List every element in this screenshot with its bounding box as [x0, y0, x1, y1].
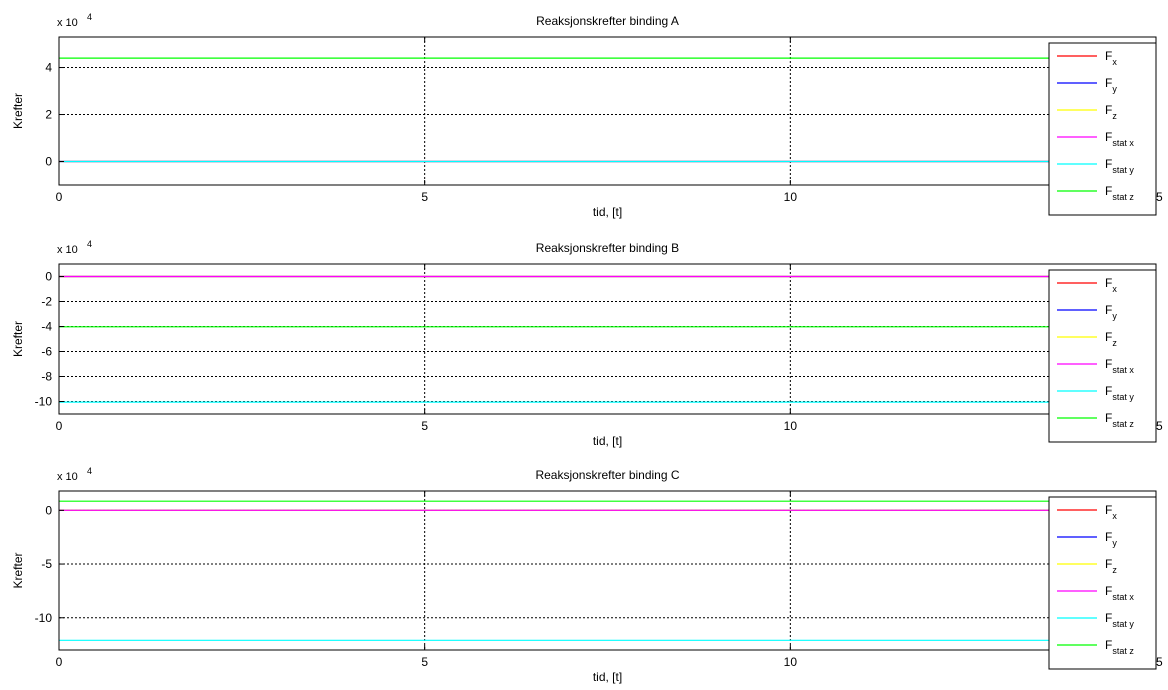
y-tick-label: -10: [35, 611, 53, 625]
chart-title: Reaksjonskrefter binding C: [535, 468, 679, 482]
legend-entry-5: Fstat y: [1105, 157, 1134, 175]
legend-entry-5: Fstat y: [1105, 384, 1134, 402]
legend-entry-4: Fstat x: [1105, 584, 1134, 602]
y-multiplier-exponent: 4: [87, 239, 92, 249]
chart-panel-2: 0510150-2-4-6-8-10x 104Reaksjonskrefter …: [11, 239, 1163, 448]
legend-entry-1: Fx: [1105, 276, 1117, 294]
legend-entry-2: Fy: [1105, 303, 1117, 321]
x-tick-label: 0: [56, 655, 63, 669]
y-multiplier: x 10: [57, 244, 78, 256]
legend-box: [1048, 42, 1157, 216]
x-tick-label: 0: [56, 419, 63, 433]
chart-title: Reaksjonskrefter binding B: [536, 241, 679, 255]
legend-entry-3: Fz: [1105, 557, 1117, 575]
y-tick-label: -6: [41, 345, 52, 359]
legend-entry-5: Fstat y: [1105, 611, 1134, 629]
x-tick-label: 10: [784, 190, 798, 204]
y-axis-label: Krefter: [11, 552, 25, 588]
y-tick-label: -5: [41, 557, 52, 571]
x-axis-label: tid, [t]: [593, 205, 622, 219]
legend-entry-1: Fx: [1105, 503, 1117, 521]
legend-entry-3: Fz: [1105, 330, 1117, 348]
legend-entry-3: Fz: [1105, 103, 1117, 121]
y-tick-label: 0: [45, 270, 52, 284]
plot-area: [59, 491, 1156, 650]
y-tick-label: -2: [41, 295, 52, 309]
legend-box: [1048, 496, 1157, 670]
x-tick-label: 10: [784, 655, 798, 669]
y-tick-label: 4: [45, 61, 52, 75]
legend: Fx Fy Fz Fstat x Fstat y Fstat z: [1048, 42, 1157, 216]
y-tick-label: 0: [45, 155, 52, 169]
plot-area: [59, 37, 1156, 185]
y-multiplier-exponent: 4: [87, 12, 92, 22]
x-axis-label: tid, [t]: [593, 434, 622, 448]
x-tick-label: 0: [56, 190, 63, 204]
x-axis-label: tid, [t]: [593, 670, 622, 684]
y-tick-label: 2: [45, 108, 52, 122]
y-multiplier: x 10: [57, 17, 78, 29]
y-tick-label: -4: [41, 320, 52, 334]
legend-box: [1048, 269, 1157, 443]
y-axis-label: Krefter: [11, 321, 25, 357]
y-multiplier-exponent: 4: [87, 466, 92, 476]
x-tick-label: 10: [784, 419, 798, 433]
y-tick-label: -8: [41, 370, 52, 384]
legend-entry-4: Fstat x: [1105, 357, 1134, 375]
legend-entry-6: Fstat z: [1105, 411, 1134, 429]
x-tick-label: 5: [421, 190, 428, 204]
legend-entry-2: Fy: [1105, 530, 1117, 548]
legend-entry-6: Fstat z: [1105, 638, 1134, 656]
legend-entry-6: Fstat z: [1105, 184, 1134, 202]
legend: Fx Fy Fz Fstat x Fstat y Fstat z: [1048, 269, 1157, 443]
y-multiplier: x 10: [57, 471, 78, 483]
legend: Fx Fy Fz Fstat x Fstat y Fstat z: [1048, 496, 1157, 670]
legend-entry-4: Fstat x: [1105, 130, 1134, 148]
chart-title: Reaksjonskrefter binding A: [536, 14, 679, 28]
y-axis-label: Krefter: [11, 93, 25, 129]
x-tick-label: 5: [421, 655, 428, 669]
legend-entry-1: Fx: [1105, 49, 1117, 67]
plot-area: [59, 264, 1156, 414]
x-tick-label: 5: [421, 419, 428, 433]
y-tick-label: -10: [35, 395, 53, 409]
legend-entry-2: Fy: [1105, 76, 1117, 94]
y-tick-label: 0: [45, 503, 52, 517]
